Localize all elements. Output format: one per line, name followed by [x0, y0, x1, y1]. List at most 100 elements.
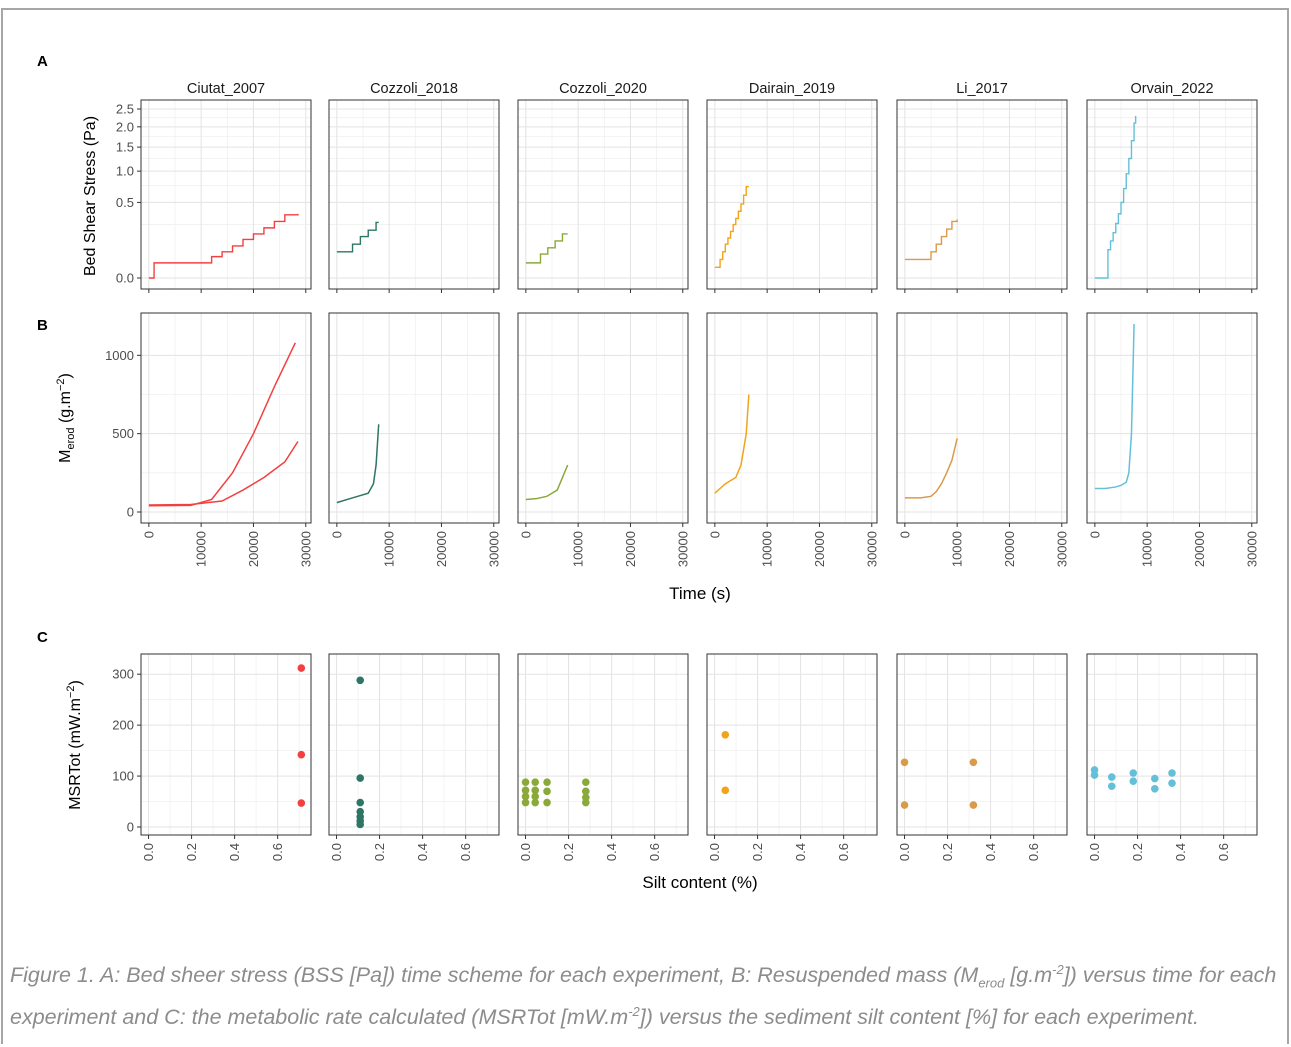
- data-point-cozzoli_2020: [581, 778, 590, 786]
- x-tick-label: 0.2: [1130, 843, 1145, 861]
- x-tick-label: 0.6: [1026, 843, 1041, 861]
- panel-border: [896, 99, 1068, 290]
- x-tick-label: 20000: [1002, 531, 1017, 567]
- x-axis-title-c: Silt content (%): [642, 873, 757, 892]
- x-tick-label: 0.0: [1087, 843, 1102, 861]
- y-tick-label: 1.0: [116, 164, 134, 179]
- x-tick-label: 0.0: [518, 843, 533, 861]
- x-tick-label: 0.0: [897, 843, 912, 861]
- figure-caption: Figure 1. A: Bed sheer stress (BSS [Pa])…: [10, 955, 1285, 1033]
- x-tick-label: 30000: [864, 531, 879, 567]
- caption-sub-1: erod: [978, 975, 1005, 991]
- data-point-cozzoli_2020: [531, 792, 540, 801]
- panel-border: [896, 653, 1068, 836]
- figure-canvas: A B C Ciutat_2007 Cozzoli_2018 Cozzoli_2020 Da…: [37, 53, 1259, 892]
- panel-border: [517, 312, 689, 524]
- x-tick-label: 0: [141, 531, 156, 538]
- panel-a-dairain_2019: [706, 99, 878, 293]
- panel-border: [328, 653, 500, 836]
- x-tick-label: 0.2: [561, 843, 576, 861]
- x-tick-label: 0.6: [458, 843, 473, 861]
- series-line-cozzoli_2020: [525, 233, 568, 264]
- panel-border: [896, 312, 1068, 524]
- data-point-cozzoli_2018: [356, 676, 365, 685]
- facet-title-ciutat_2007: Ciutat_2007: [187, 81, 265, 97]
- data-point-orvain_2022: [1129, 769, 1138, 777]
- x-tick-label: 10000: [950, 531, 965, 567]
- x-tick-label: 0.0: [329, 843, 344, 861]
- x-tick-label: 10000: [571, 531, 586, 567]
- data-point-li_2017: [900, 801, 909, 809]
- data-point-orvain_2022: [1168, 769, 1176, 777]
- panel-b-cozzoli_2018: 0 10000 20000 30000: [328, 312, 501, 567]
- y-axis-title-c-part: MSRTot (mW.m: [67, 698, 84, 810]
- data-point-li_2017: [969, 758, 978, 767]
- figure-frame: [1, 8, 1289, 1044]
- panel-a-li_2017: [896, 99, 1068, 293]
- x-tick-label: 0.4: [604, 843, 619, 861]
- data-point-ciutat_2007: [297, 664, 306, 672]
- y-tick-label: 500: [112, 426, 134, 441]
- panel-a-orvain_2022: [1086, 99, 1258, 293]
- facet-title-dairain_2019: Dairain_2019: [749, 81, 835, 97]
- caption-text-1: Figure 1. A: Bed sheer stress (BSS [Pa])…: [10, 963, 979, 988]
- data-point-li_2017: [900, 758, 909, 767]
- y-tick-label: 2.5: [116, 102, 134, 117]
- x-tick-label: 20000: [623, 531, 638, 567]
- data-point-orvain_2022: [1150, 784, 1159, 793]
- panel-label-b: B: [37, 317, 48, 334]
- panel-a-ciutat_2007: [140, 99, 312, 293]
- panel-border: [140, 312, 312, 524]
- panel-a-cozzoli_2018: [328, 99, 500, 293]
- series-line-orvain_2022: [1094, 323, 1135, 490]
- facet-title-cozzoli_2018: Cozzoli_2018: [370, 81, 458, 97]
- series-line-ciutat_2007: [148, 342, 296, 507]
- panel-a-cozzoli_2020: [517, 99, 689, 293]
- series-line-cozzoli_2018: [336, 221, 379, 253]
- y-tick-label: 200: [112, 718, 134, 733]
- panel-c-cozzoli_2020: 0.0 0.2 0.4 0.6: [517, 653, 689, 861]
- data-point-dairain_2019: [721, 731, 730, 739]
- caption-text-3: ]) versus time for each experiment and C…: [10, 963, 1277, 1030]
- x-tick-label: 0: [707, 531, 722, 538]
- panel-border: [706, 99, 878, 290]
- series-line-dairain_2019: [714, 185, 749, 269]
- y-axis-title-b-part: erod: [65, 427, 77, 449]
- data-point-cozzoli_2020: [521, 798, 530, 807]
- x-tick-label: 30000: [486, 531, 501, 567]
- y-tick-label: 100: [112, 769, 134, 784]
- x-tick-label: 0.4: [983, 843, 998, 861]
- panel-border: [517, 653, 689, 836]
- series-line-li_2017: [904, 438, 958, 499]
- data-point-cozzoli_2020: [543, 798, 551, 807]
- series-line-cozzoli_2020: [525, 464, 569, 501]
- caption-sup-2: -2: [628, 1004, 640, 1020]
- data-point-cozzoli_2020: [521, 786, 530, 795]
- x-tick-label: 0.0: [707, 843, 722, 861]
- x-tick-label: 0.2: [372, 843, 387, 861]
- y-tick-label: 0: [127, 820, 134, 835]
- data-point-cozzoli_2018: [356, 820, 365, 829]
- x-tick-label: 30000: [298, 531, 313, 567]
- x-tick-label: 10000: [382, 531, 397, 567]
- panel-border: [706, 653, 878, 836]
- panel-b-orvain_2022: 0 10000 20000 30000: [1086, 312, 1259, 567]
- x-tick-label: 0.2: [940, 843, 955, 861]
- x-tick-label: 0.4: [227, 843, 242, 861]
- x-tick-label: 0.2: [750, 843, 765, 861]
- panel-border: [1086, 653, 1258, 836]
- data-point-cozzoli_2020: [531, 798, 540, 807]
- y-axis-title-b-part: −2: [55, 378, 67, 391]
- x-tick-label: 0.6: [647, 843, 662, 861]
- x-tick-label: 10000: [1140, 531, 1155, 567]
- data-point-dairain_2019: [721, 786, 730, 795]
- caption-sup-1: -2: [1052, 962, 1064, 977]
- series-line-ciutat_2007: [148, 441, 299, 506]
- caption-text-2: [g.m: [1004, 963, 1053, 988]
- data-point-orvain_2022: [1168, 779, 1176, 787]
- data-point-ciutat_2007: [297, 799, 306, 807]
- data-point-cozzoli_2020: [521, 792, 530, 801]
- panel-label-c: C: [37, 629, 48, 646]
- y-tick-label: 0.0: [116, 271, 134, 286]
- x-tick-label: 0.0: [141, 843, 156, 861]
